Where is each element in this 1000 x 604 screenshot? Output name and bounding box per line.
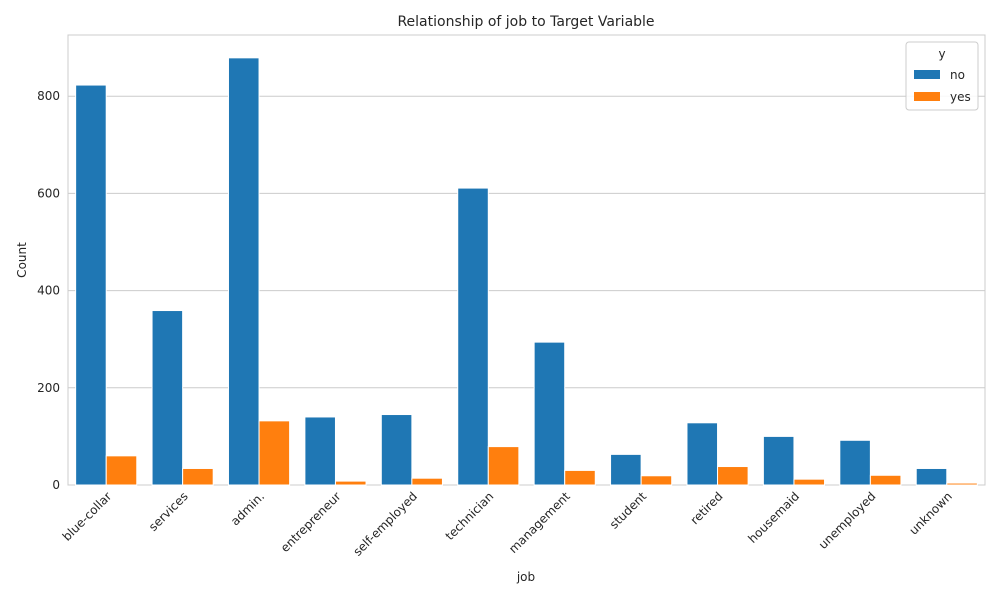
x-axis-label: job [516,570,535,584]
bar-yes-technician [487,446,520,486]
gridlines [68,95,985,486]
plot-area [67,34,986,486]
y-tick-labels: 0 200 400 600 800 [37,89,60,492]
y-tick-label: 400 [37,284,60,298]
bar-yes-services [182,467,214,486]
bar-yes-admin. [258,420,291,486]
bar-no-unemployed [839,439,871,486]
bar-no-services [151,310,184,486]
legend-swatch-yes [914,92,940,101]
legend-label-no: no [950,68,965,82]
bar-yes-student [640,475,673,486]
bar-yes-unemployed [869,474,902,486]
chart-title: Relationship of job to Target Variable [397,14,654,30]
y-tick-label: 0 [52,478,60,492]
y-tick-label: 200 [37,381,60,395]
y-tick-label: 600 [37,186,60,200]
x-tick-label: management [506,489,573,556]
bar-no-self-employed [380,414,413,486]
bar-no-housemaid [762,435,795,486]
bar-no-retired [686,422,719,486]
bar-no-technician [457,187,489,486]
legend-swatch-no [914,70,940,79]
bar-yes-housemaid [793,478,826,486]
legend-label-yes: yes [950,90,971,104]
bar-yes-entrepreneur [334,480,367,486]
x-tick-labels: blue-collar services admin. entrepreneur sel… [60,489,955,559]
bar-no-admin. [227,57,260,486]
x-tick-label: self-employed [350,489,420,559]
bar-yes-self-employed [411,477,443,486]
y-axis-label: Count [15,242,29,278]
bar-no-blue-collar [75,84,107,486]
legend: yno yes [905,41,979,111]
x-tick-label: student [607,489,650,532]
bar-no-student [610,453,642,486]
bar-no-management [533,341,566,486]
x-tick-label: entrepreneur [278,489,344,555]
bar-yes-unknown [946,482,978,486]
x-tick-label: technician [443,489,497,543]
x-tick-label: services [146,489,191,534]
bar-no-unknown [915,467,948,486]
bar-yes-blue-collar [105,455,138,486]
x-tick-label: blue-collar [60,489,115,544]
x-tick-label: retired [688,489,726,527]
bar-no-entrepreneur [304,416,336,486]
x-tick-label: admin. [228,489,267,528]
x-tick-label: unknown [906,489,954,537]
y-tick-label: 800 [37,89,60,103]
bar-yes-retired [717,466,749,486]
x-tick-label: housemaid [745,489,802,546]
bars-group [75,57,978,486]
bar-yes-management [564,469,596,486]
x-tick-label: unemployed [816,489,879,552]
legend-title: y [938,47,945,61]
